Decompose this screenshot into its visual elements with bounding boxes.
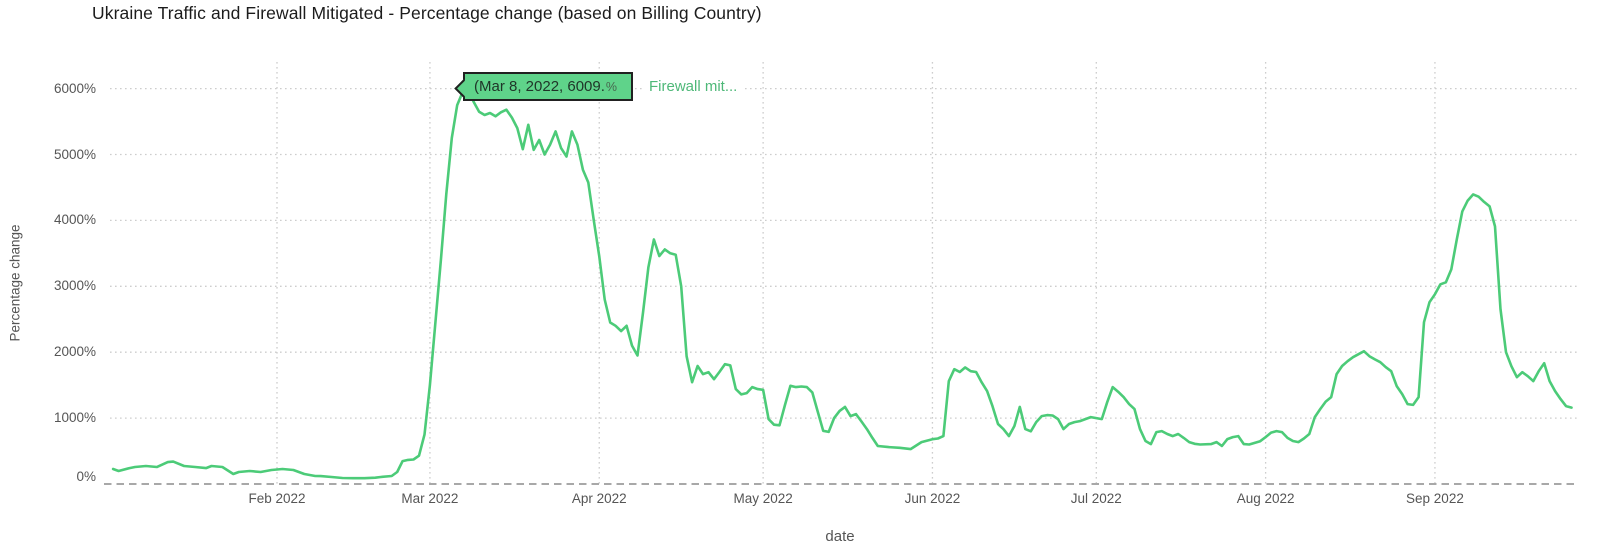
x-tick-label: Apr 2022 bbox=[571, 491, 627, 506]
tooltip-suffix: % bbox=[605, 79, 618, 94]
x-tick-label: Jul 2022 bbox=[1070, 491, 1122, 506]
x-tick-label: Mar 2022 bbox=[401, 491, 459, 506]
tooltip-text: (Mar 8, 2022, 6009. bbox=[474, 78, 605, 95]
x-tick-label: Aug 2022 bbox=[1236, 491, 1295, 506]
y-tick-label: 1000% bbox=[53, 410, 96, 426]
x-tick-label: May 2022 bbox=[733, 491, 793, 506]
x-axis-label: date bbox=[825, 528, 855, 545]
x-tick-label: Jun 2022 bbox=[904, 491, 961, 506]
chart-title: Ukraine Traffic and Firewall Mitigated -… bbox=[92, 3, 762, 23]
data-point-tooltip: (Mar 8, 2022, 6009.% bbox=[454, 72, 633, 101]
y-axis-label: Percentage change bbox=[7, 224, 23, 342]
y-tick-label: 5000% bbox=[53, 146, 96, 162]
y-tick-label: 3000% bbox=[53, 278, 96, 294]
y-tick-label: 2000% bbox=[53, 344, 96, 360]
y-tick-label: 6000% bbox=[53, 80, 96, 96]
series-legend-label[interactable]: Firewall mit... bbox=[644, 78, 743, 95]
y-tick-label: 0% bbox=[76, 469, 96, 484]
x-tick-label: Sep 2022 bbox=[1406, 491, 1464, 506]
x-tick-label: Feb 2022 bbox=[248, 491, 306, 506]
series-line[interactable] bbox=[111, 86, 1573, 480]
y-tick-label: 4000% bbox=[53, 212, 96, 228]
